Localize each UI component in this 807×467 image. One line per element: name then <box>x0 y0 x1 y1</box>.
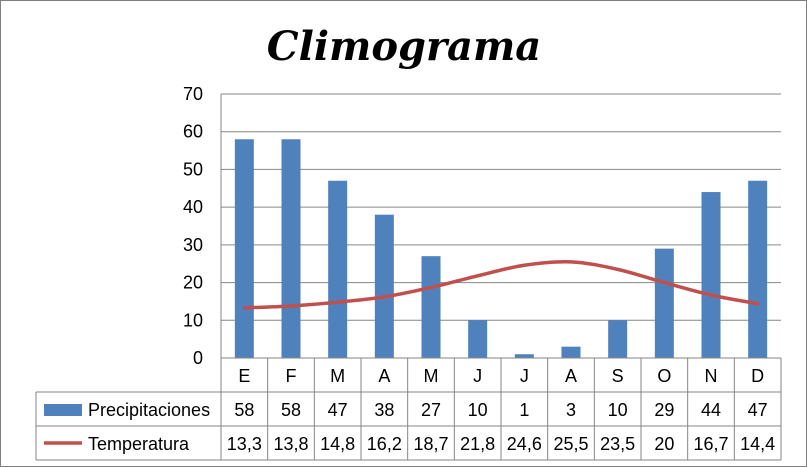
data-cell: 13,8 <box>273 434 308 454</box>
precipitation-bar <box>374 214 394 358</box>
data-cell: 14,8 <box>320 434 355 454</box>
precipitation-bar <box>281 139 301 358</box>
y-tick-label: 0 <box>193 348 203 368</box>
category-label: A <box>378 366 390 386</box>
data-cell: 47 <box>328 400 348 420</box>
data-cell: 1 <box>519 400 529 420</box>
precipitation-bar <box>748 180 768 358</box>
precipitation-bar <box>561 346 581 358</box>
data-cell: 47 <box>748 400 768 420</box>
category-label: A <box>565 366 577 386</box>
legend-key-precipitation <box>44 404 82 416</box>
precipitation-bar <box>234 139 254 358</box>
data-cell: 10 <box>608 400 628 420</box>
y-tick-label: 50 <box>183 159 203 179</box>
data-cell: 10 <box>468 400 488 420</box>
data-cell: 18,7 <box>413 434 448 454</box>
category-label: S <box>612 366 624 386</box>
data-cell: 14,4 <box>740 434 775 454</box>
data-cell: 58 <box>281 400 301 420</box>
category-label: F <box>286 366 297 386</box>
category-label: J <box>520 366 529 386</box>
data-cell: 24,6 <box>507 434 542 454</box>
data-cell: 23,5 <box>600 434 635 454</box>
y-tick-label: 40 <box>183 197 203 217</box>
series-name: Precipitaciones <box>88 400 210 420</box>
category-label: D <box>751 366 764 386</box>
data-cell: 29 <box>654 400 674 420</box>
data-cell: 58 <box>234 400 254 420</box>
category-label: J <box>473 366 482 386</box>
y-tick-label: 20 <box>183 273 203 293</box>
data-cell: 21,8 <box>460 434 495 454</box>
category-label: M <box>424 366 439 386</box>
precipitation-bar <box>328 180 348 358</box>
precipitation-bar <box>701 192 721 358</box>
temperature-line <box>242 259 760 310</box>
category-label: N <box>705 366 718 386</box>
data-cell: 16,2 <box>367 434 402 454</box>
data-cell: 20 <box>654 434 674 454</box>
precipitation-bar <box>608 320 628 358</box>
y-tick-label: 10 <box>183 310 203 330</box>
data-cell: 27 <box>421 400 441 420</box>
category-label: E <box>238 366 250 386</box>
data-cell: 44 <box>701 400 721 420</box>
data-cell: 3 <box>566 400 576 420</box>
y-tick-label: 60 <box>183 122 203 142</box>
series-name: Temperatura <box>88 434 190 454</box>
y-tick-label: 30 <box>183 235 203 255</box>
data-cell: 13,3 <box>227 434 262 454</box>
precipitation-bar <box>654 248 674 358</box>
category-label: M <box>330 366 345 386</box>
category-label: O <box>657 366 671 386</box>
data-cell: 38 <box>374 400 394 420</box>
precipitation-bar <box>468 320 488 358</box>
data-cell: 16,7 <box>693 434 728 454</box>
precipitation-bar <box>421 256 441 358</box>
data-cell: 25,5 <box>553 434 588 454</box>
y-tick-label: 70 <box>183 84 203 104</box>
precipitation-bar <box>514 354 534 358</box>
chart-title: Climograma <box>267 23 541 70</box>
